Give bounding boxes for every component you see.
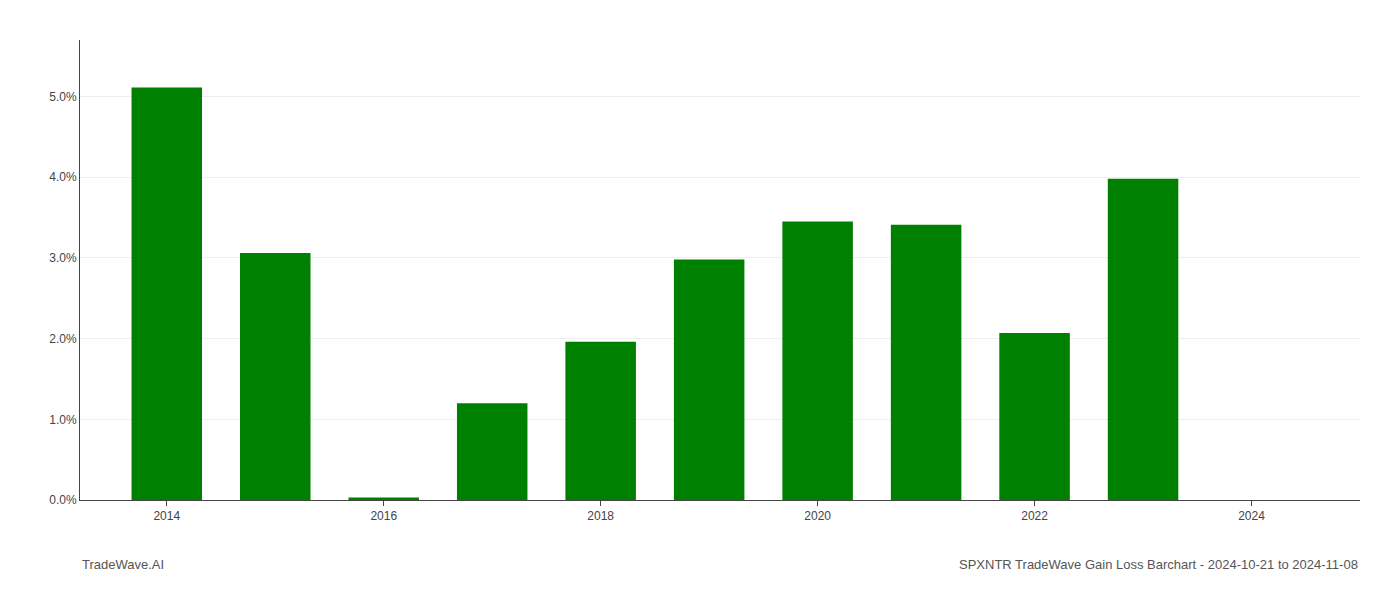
svg-text:2.0%: 2.0% — [49, 332, 77, 346]
svg-text:0.0%: 0.0% — [49, 493, 77, 507]
svg-text:5.0%: 5.0% — [49, 90, 77, 104]
svg-text:1.0%: 1.0% — [49, 413, 77, 427]
svg-text:2016: 2016 — [370, 509, 397, 523]
svg-text:2020: 2020 — [804, 509, 831, 523]
svg-text:4.0%: 4.0% — [49, 170, 77, 184]
svg-text:2024: 2024 — [1238, 509, 1265, 523]
svg-text:2014: 2014 — [153, 509, 180, 523]
svg-text:2018: 2018 — [587, 509, 614, 523]
svg-text:SPXNTR TradeWave Gain Loss Bar: SPXNTR TradeWave Gain Loss Barchart - 20… — [959, 557, 1358, 572]
svg-text:2022: 2022 — [1021, 509, 1048, 523]
svg-text:TradeWave.AI: TradeWave.AI — [82, 557, 164, 572]
svg-text:3.0%: 3.0% — [49, 251, 77, 265]
